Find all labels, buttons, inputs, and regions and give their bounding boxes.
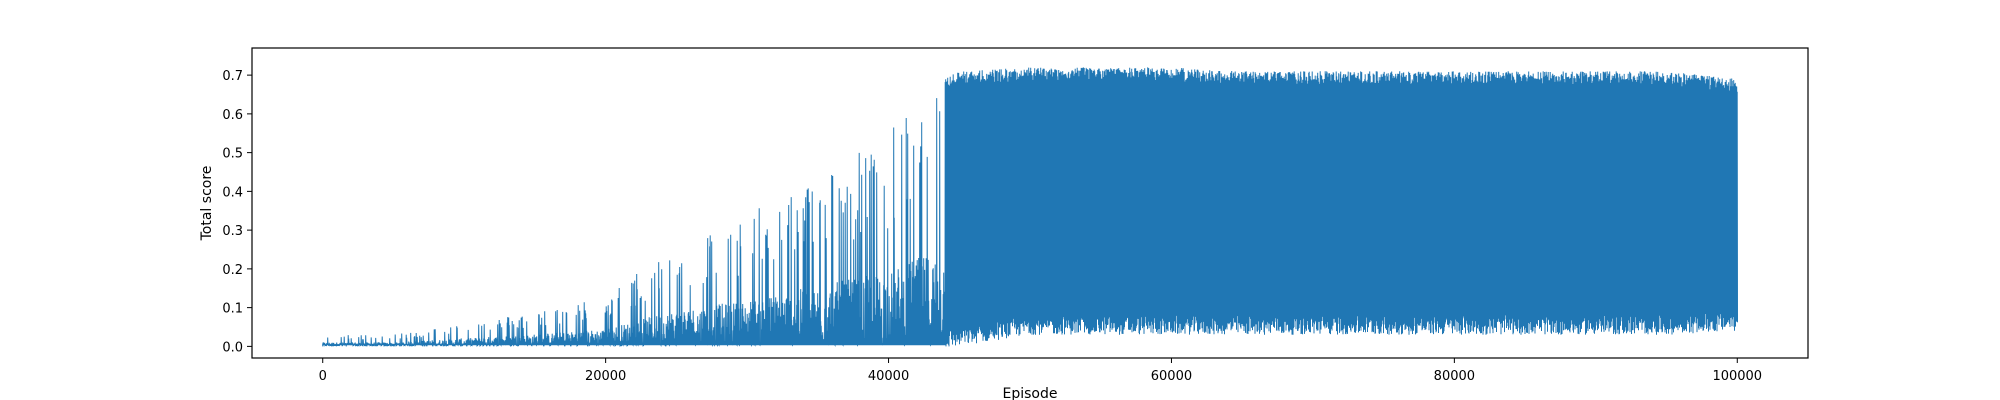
y-tick-label: 0.4	[222, 185, 243, 200]
y-tick-label: 0.2	[222, 263, 243, 278]
axes-frame	[251, 47, 1809, 359]
y-axis: 0.0 0.1 0.2 0.3 0.4 0.5 0.6 0.7	[222, 69, 252, 355]
y-tick-label: 0.7	[222, 69, 243, 84]
x-axis-label: Episode	[1003, 386, 1058, 400]
y-axis-label: Total score	[199, 166, 215, 242]
x-tick-label: 80000	[1434, 369, 1475, 384]
plot-area	[322, 67, 1738, 348]
y-tick-label: 0.3	[222, 224, 243, 239]
x-tick-label: 60000	[1151, 369, 1192, 384]
x-axis: 0 20000 40000 60000 80000 100000	[319, 358, 1762, 384]
x-tick-label: 20000	[585, 369, 626, 384]
series-line	[322, 67, 1738, 348]
x-tick-label: 0	[319, 369, 327, 384]
y-tick-label: 0.6	[222, 108, 243, 123]
x-tick-label: 100000	[1712, 369, 1762, 384]
x-tick-label: 40000	[868, 369, 909, 384]
y-tick-label: 0.5	[222, 147, 243, 162]
y-tick-label: 0.1	[222, 302, 243, 317]
y-tick-label: 0.0	[222, 340, 243, 355]
